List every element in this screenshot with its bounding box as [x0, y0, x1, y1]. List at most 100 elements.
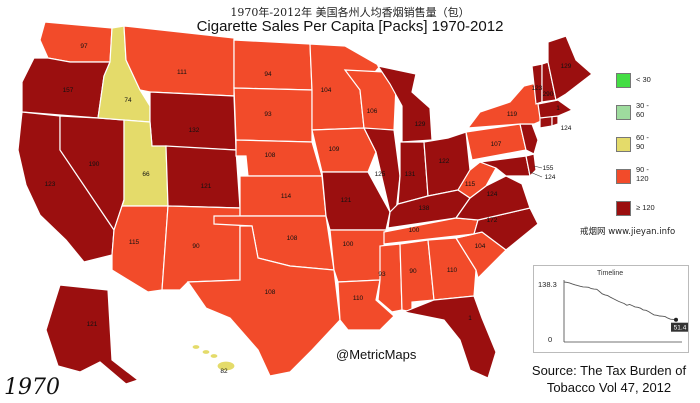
legend-item-lt30: < 30: [608, 65, 680, 95]
label-la: 110: [353, 295, 364, 302]
label-ma: 1: [556, 105, 560, 112]
label-ks: 114: [281, 193, 292, 200]
label-il: 125: [375, 171, 386, 178]
label-ut: 66: [142, 171, 150, 178]
label-ia: 109: [329, 146, 340, 153]
label-wi: 106: [367, 108, 378, 115]
legend-item-30-60: 30 -60: [608, 97, 680, 127]
author-credit: @MetricMaps: [336, 347, 417, 362]
label-tn: 100: [409, 227, 420, 234]
label-md: 124: [545, 174, 556, 181]
label-va: 124: [487, 191, 498, 198]
legend-swatch: [616, 73, 631, 88]
state-fl[interactable]: [401, 295, 497, 379]
label-ny: 119: [507, 111, 518, 118]
label-ri: 124: [561, 125, 572, 132]
timeline-current-value: 51.4: [674, 325, 687, 332]
legend-swatch: [616, 137, 631, 152]
label-pa: 107: [491, 141, 502, 148]
timeline-line: [563, 281, 677, 321]
label-or: 157: [63, 87, 74, 94]
website-credit: 戒烟网 www.jieyan.info: [580, 227, 676, 237]
state-sd[interactable]: [233, 87, 313, 143]
state-mo[interactable]: [321, 171, 391, 231]
state-wa[interactable]: [39, 21, 113, 63]
label-fl: 1: [468, 315, 472, 322]
timeline-panel: Timeline 138.3 0 51.4: [533, 265, 689, 353]
timeline-chart: 51.4: [563, 280, 688, 343]
map-title: Cigarette Sales Per Capita [Packs] 1970-…: [196, 18, 504, 35]
source-note: Source: The Tax Burden of Tobacco Vol 47,…: [531, 363, 687, 395]
timeline-y-max: 138.3: [538, 280, 557, 289]
label-nc: 172: [487, 217, 498, 224]
state-mt[interactable]: [123, 25, 235, 97]
label-al: 90: [409, 268, 417, 275]
label-sc: 104: [475, 243, 486, 250]
legend-item-ge120: ≥ 120: [608, 193, 680, 223]
label-ky: 138: [419, 205, 430, 212]
label-sd: 93: [264, 111, 272, 118]
state-nd[interactable]: [233, 39, 313, 91]
label-ca: 123: [45, 181, 56, 188]
label-vt: 123: [532, 85, 543, 92]
state-ne[interactable]: [235, 139, 323, 177]
legend-label: 60 -90: [636, 133, 649, 151]
label-ms: 93: [378, 271, 386, 278]
label-co: 121: [201, 183, 212, 190]
legend-item-60-90: 60 -90: [608, 129, 680, 159]
label-nm: 90: [192, 243, 200, 250]
label-ar: 100: [343, 241, 354, 248]
callout-line-de: [533, 165, 543, 169]
state-ak[interactable]: [45, 284, 140, 385]
label-nv: 190: [89, 161, 100, 168]
label-az: 115: [129, 239, 140, 246]
legend-swatch: [616, 201, 631, 216]
legend-label: ≥ 120: [636, 203, 655, 212]
label-wa: 97: [80, 43, 88, 50]
label-wv: 115: [465, 181, 476, 188]
label-mo: 121: [341, 197, 352, 204]
legend-swatch: [616, 105, 631, 120]
label-ga: 110: [447, 267, 458, 274]
year-label: 1970: [4, 375, 60, 400]
legend-item-90-120: 90 -120: [608, 161, 680, 191]
legend-swatch: [616, 169, 631, 184]
state-hi[interactable]: [191, 343, 236, 372]
label-wy: 132: [189, 127, 200, 134]
state-md[interactable]: [479, 155, 531, 177]
label-nh: 290: [543, 91, 554, 98]
state-de[interactable]: [525, 153, 537, 178]
timeline-current-tag: [671, 322, 688, 332]
label-mt: 111: [177, 69, 187, 76]
label-hi: 82: [220, 368, 228, 375]
label-oh: 122: [439, 158, 450, 165]
label-nd: 94: [264, 71, 272, 78]
label-de: 155: [543, 165, 554, 172]
state-co[interactable]: [165, 145, 241, 209]
state-ri[interactable]: [551, 115, 559, 127]
legend-label: 90 -120: [636, 165, 649, 183]
state-ma[interactable]: [537, 99, 574, 119]
state-wy[interactable]: [149, 91, 237, 151]
state-ga[interactable]: [427, 237, 477, 301]
label-mn: 104: [321, 87, 332, 94]
label-ne: 108: [265, 152, 276, 159]
state-ms[interactable]: [377, 243, 403, 313]
state-az[interactable]: [111, 199, 169, 293]
state-ia[interactable]: [311, 127, 377, 173]
legend-label: < 30: [636, 75, 651, 84]
state-mi[interactable]: [376, 65, 433, 143]
label-id: 74: [124, 97, 132, 104]
label-ak: 121: [87, 321, 98, 328]
callout-line-md: [529, 171, 543, 178]
timeline-title: Timeline: [597, 270, 624, 277]
label-mi: 129: [415, 121, 426, 128]
label-me: 129: [561, 63, 572, 70]
timeline-current-dot[interactable]: [674, 317, 678, 322]
label-in: 131: [405, 171, 416, 178]
chinese-title: 1970年-2012年 美国各州人均香烟销售量（包）: [230, 6, 470, 19]
legend-label: 30 -60: [636, 101, 649, 119]
label-ok: 108: [287, 235, 298, 242]
state-me[interactable]: [547, 35, 593, 101]
